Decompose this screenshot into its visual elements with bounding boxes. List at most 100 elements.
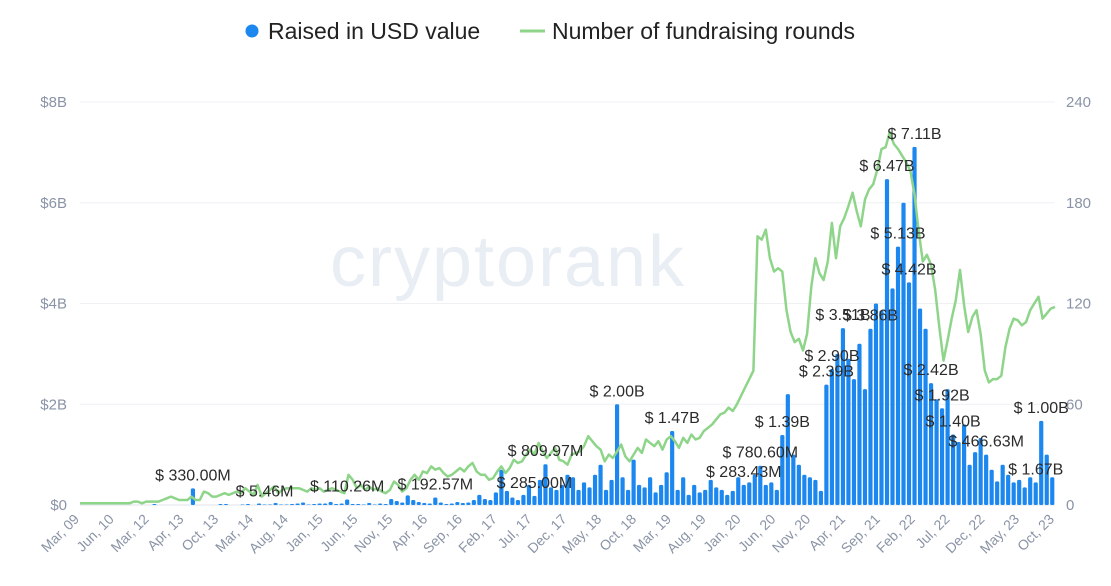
bar[interactable] bbox=[471, 499, 476, 505]
bar[interactable] bbox=[449, 503, 454, 505]
bar[interactable] bbox=[515, 499, 521, 505]
bar[interactable] bbox=[708, 479, 713, 505]
bar[interactable] bbox=[774, 489, 779, 505]
bar[interactable] bbox=[769, 482, 774, 505]
bar[interactable] bbox=[901, 202, 906, 505]
bar[interactable] bbox=[350, 503, 355, 505]
bar[interactable] bbox=[345, 499, 350, 505]
bar[interactable] bbox=[1028, 477, 1033, 505]
bar[interactable] bbox=[939, 408, 945, 505]
bar[interactable] bbox=[763, 484, 768, 505]
bar[interactable] bbox=[477, 494, 482, 505]
bar[interactable] bbox=[301, 502, 306, 505]
bar[interactable] bbox=[873, 303, 879, 506]
bar[interactable] bbox=[840, 328, 846, 505]
bar[interactable] bbox=[152, 503, 157, 505]
bar[interactable] bbox=[323, 503, 328, 505]
bar[interactable] bbox=[603, 489, 609, 505]
bar[interactable] bbox=[813, 479, 818, 505]
bar[interactable] bbox=[592, 474, 598, 505]
bar[interactable] bbox=[934, 399, 939, 505]
bar[interactable] bbox=[637, 484, 642, 505]
bar[interactable] bbox=[598, 464, 603, 505]
bar[interactable] bbox=[273, 502, 278, 505]
bar[interactable] bbox=[267, 504, 273, 505]
bar[interactable] bbox=[240, 504, 245, 505]
bar[interactable] bbox=[725, 494, 730, 505]
bar[interactable] bbox=[372, 504, 377, 505]
bar[interactable] bbox=[1017, 479, 1022, 505]
bar[interactable] bbox=[1000, 464, 1005, 505]
bar[interactable] bbox=[427, 503, 432, 505]
bar[interactable] bbox=[565, 474, 570, 505]
bar[interactable] bbox=[741, 484, 746, 505]
bar[interactable] bbox=[334, 503, 339, 505]
bar[interactable] bbox=[389, 498, 394, 505]
bar[interactable] bbox=[928, 383, 934, 505]
bar[interactable] bbox=[989, 469, 994, 505]
bar[interactable] bbox=[818, 490, 823, 505]
bar[interactable] bbox=[262, 504, 267, 505]
bar[interactable] bbox=[1044, 454, 1049, 505]
bar[interactable] bbox=[532, 495, 537, 505]
bar[interactable] bbox=[554, 489, 559, 505]
bar[interactable] bbox=[758, 465, 763, 505]
bar[interactable] bbox=[829, 368, 834, 505]
bar[interactable] bbox=[659, 484, 664, 505]
bar[interactable] bbox=[703, 489, 708, 505]
bar[interactable] bbox=[460, 502, 465, 505]
bar[interactable] bbox=[956, 442, 961, 505]
bar[interactable] bbox=[570, 477, 576, 505]
bar[interactable] bbox=[642, 487, 647, 505]
bar[interactable] bbox=[796, 464, 801, 505]
bar[interactable] bbox=[995, 481, 1000, 505]
bar[interactable] bbox=[917, 308, 923, 505]
bar[interactable] bbox=[548, 487, 554, 505]
bar[interactable] bbox=[791, 454, 796, 505]
bar[interactable] bbox=[785, 394, 790, 505]
bar[interactable] bbox=[504, 490, 509, 505]
bar[interactable] bbox=[245, 503, 251, 505]
bar[interactable] bbox=[466, 502, 471, 505]
bar[interactable] bbox=[493, 492, 498, 505]
bar[interactable] bbox=[626, 489, 631, 505]
bar[interactable] bbox=[648, 477, 653, 505]
bar[interactable] bbox=[278, 504, 284, 505]
bar[interactable] bbox=[631, 459, 636, 505]
rounds-line[interactable] bbox=[80, 130, 1056, 505]
bar[interactable] bbox=[416, 501, 421, 505]
bar[interactable] bbox=[846, 358, 851, 505]
bar[interactable] bbox=[510, 497, 515, 505]
bar[interactable] bbox=[537, 479, 543, 505]
bar[interactable] bbox=[488, 499, 493, 505]
bar[interactable] bbox=[422, 502, 427, 505]
bar[interactable] bbox=[295, 503, 300, 505]
bar[interactable] bbox=[499, 469, 504, 505]
bar[interactable] bbox=[697, 492, 702, 505]
bar[interactable] bbox=[1006, 474, 1011, 505]
bar[interactable] bbox=[906, 282, 912, 505]
bar[interactable] bbox=[890, 288, 895, 505]
bar[interactable] bbox=[973, 452, 978, 505]
bar[interactable] bbox=[411, 499, 416, 505]
bar[interactable] bbox=[361, 504, 366, 505]
bar[interactable] bbox=[444, 503, 449, 505]
bar[interactable] bbox=[378, 503, 383, 505]
bar[interactable] bbox=[581, 482, 587, 505]
bar[interactable] bbox=[1039, 420, 1044, 505]
bar[interactable] bbox=[984, 454, 989, 505]
bar[interactable] bbox=[328, 501, 333, 505]
bar[interactable] bbox=[736, 477, 741, 505]
bar[interactable] bbox=[383, 503, 388, 505]
bar[interactable] bbox=[686, 494, 691, 505]
bar[interactable] bbox=[962, 424, 967, 505]
bar[interactable] bbox=[339, 503, 344, 505]
bar[interactable] bbox=[653, 492, 658, 505]
bar[interactable] bbox=[284, 504, 289, 505]
bar[interactable] bbox=[1011, 482, 1016, 505]
bar[interactable] bbox=[1022, 487, 1027, 505]
bar[interactable] bbox=[543, 464, 548, 505]
bar[interactable] bbox=[670, 430, 675, 505]
bar[interactable] bbox=[289, 503, 295, 505]
bar[interactable] bbox=[614, 404, 620, 505]
